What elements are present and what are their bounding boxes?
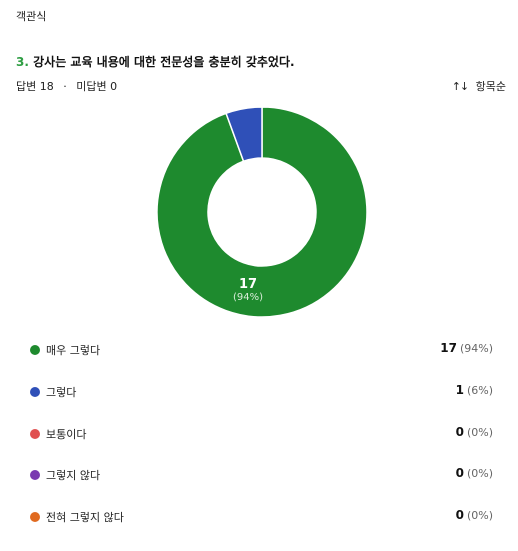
sort-button[interactable]: ↑↓ 항목순 (452, 78, 506, 94)
legend-label: 매우 그렇다 (46, 344, 101, 357)
sort-arrows-icon: ↑↓ (451, 80, 469, 93)
legend-item: 전혀 그렇지 않다 0 (0%) (0, 507, 518, 527)
legend-count: 0 (455, 425, 464, 439)
legend-percent: (94%) (459, 342, 493, 355)
legend-item: 매우 그렇다 17 (94%) (0, 340, 518, 360)
legend-percent: (0%) (466, 509, 493, 522)
legend-item: 그렇다 1 (6%) (0, 382, 518, 402)
legend-value: 0 (0%) (456, 425, 493, 439)
legend-label: 보통이다 (46, 428, 87, 441)
question-title: 3. 강사는 교육 내용에 대한 전문성을 충분히 갖추었다. (16, 53, 295, 70)
pie-slice (156, 106, 368, 318)
legend-value: 0 (0%) (456, 466, 493, 480)
slice-data-label-percent: (94%) (233, 292, 263, 303)
donut-chart: 17 (94%) (0, 100, 518, 330)
unanswered-count: 미답변 0 (76, 80, 118, 93)
legend-value: 0 (0%) (456, 508, 493, 522)
question-number: 3. (16, 55, 29, 69)
legend-count: 1 (455, 383, 464, 397)
legend-value: 1 (6%) (456, 383, 493, 397)
legend-count: 0 (455, 466, 464, 480)
legend-dot (30, 345, 40, 355)
legend-dot (30, 429, 40, 439)
pie-slice (225, 106, 263, 163)
sort-label: 항목순 (475, 80, 506, 93)
slice-data-label-value: 17 (239, 277, 257, 292)
question-type-label: 객관식 (16, 10, 47, 23)
legend-percent: (0%) (466, 426, 493, 439)
legend-count: 0 (455, 508, 464, 522)
answer-stats: 답변 18 · 미답변 0 (16, 78, 117, 94)
legend-count: 17 (440, 341, 457, 355)
legend-percent: (6%) (466, 384, 493, 397)
legend-label: 그렇지 않다 (46, 469, 101, 482)
legend-label: 전혀 그렇지 않다 (46, 511, 124, 524)
legend-dot (30, 387, 40, 397)
legend-dot (30, 470, 40, 480)
legend-item: 그렇지 않다 0 (0%) (0, 465, 518, 485)
donut-chart-svg: 17 (94%) (156, 106, 368, 318)
legend-label: 그렇다 (46, 386, 77, 399)
legend-dot (30, 512, 40, 522)
question-text: 강사는 교육 내용에 대한 전문성을 충분히 갖추었다. (33, 55, 295, 69)
legend-value: 17 (94%) (440, 341, 493, 355)
stats-separator: · (63, 80, 67, 93)
legend-item: 보통이다 0 (0%) (0, 424, 518, 444)
legend-percent: (0%) (466, 467, 493, 480)
answered-count: 답변 18 (16, 80, 54, 93)
